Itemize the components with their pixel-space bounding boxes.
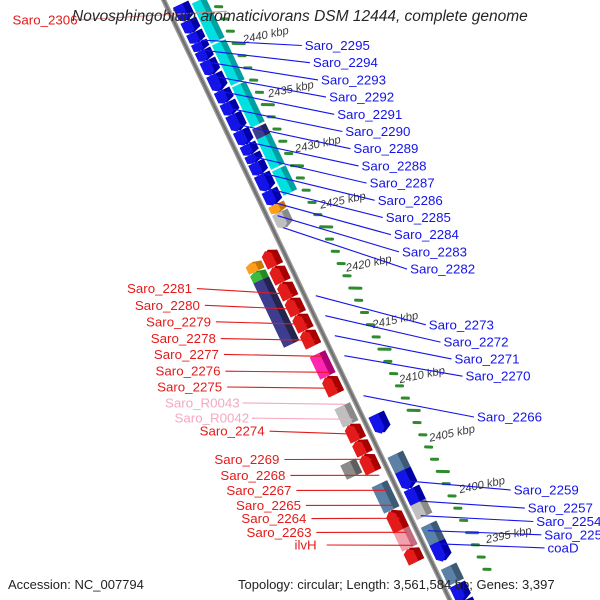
svg-text:2425 kbp: 2425 kbp: [318, 190, 367, 212]
svg-text:2405 kbp: 2405 kbp: [427, 423, 476, 445]
svg-text:Saro_2292: Saro_2292: [329, 90, 394, 105]
svg-text:Saro_2281: Saro_2281: [127, 281, 192, 296]
svg-text:Saro_2284: Saro_2284: [394, 227, 459, 242]
svg-text:2435 kbp: 2435 kbp: [266, 79, 315, 101]
svg-text:Saro_2277: Saro_2277: [154, 347, 219, 362]
svg-text:Saro_2282: Saro_2282: [410, 262, 475, 277]
svg-text:Saro_2270: Saro_2270: [466, 369, 531, 384]
svg-text:Saro_2268: Saro_2268: [220, 468, 285, 483]
svg-text:Saro_2266: Saro_2266: [477, 410, 542, 425]
svg-text:Saro_R0043: Saro_R0043: [165, 395, 240, 410]
svg-text:Saro_2278: Saro_2278: [151, 331, 216, 346]
svg-text:2395 kbp: 2395 kbp: [484, 525, 533, 547]
svg-text:Saro_2288: Saro_2288: [362, 158, 427, 173]
svg-text:Saro_2291: Saro_2291: [337, 107, 402, 122]
svg-text:Saro_2287: Saro_2287: [370, 176, 435, 191]
svg-text:2410 kbp: 2410 kbp: [397, 365, 446, 387]
svg-text:Saro_2286: Saro_2286: [378, 193, 443, 208]
svg-text:Saro_2295: Saro_2295: [305, 38, 370, 53]
svg-text:Saro_2294: Saro_2294: [313, 55, 378, 70]
svg-text:Saro_2279: Saro_2279: [146, 314, 211, 329]
svg-text:ilvH: ilvH: [295, 538, 317, 553]
svg-text:Saro_2283: Saro_2283: [402, 244, 467, 259]
svg-text:Saro_2290: Saro_2290: [345, 124, 410, 139]
svg-text:Saro_2269: Saro_2269: [214, 452, 279, 467]
svg-text:Saro_2285: Saro_2285: [386, 210, 451, 225]
svg-text:Saro_2280: Saro_2280: [135, 298, 200, 313]
svg-text:Saro_2267: Saro_2267: [226, 483, 291, 498]
svg-text:Saro_2274: Saro_2274: [200, 424, 265, 439]
svg-text:Saro_2293: Saro_2293: [321, 72, 386, 87]
svg-text:Saro_2259: Saro_2259: [514, 483, 579, 498]
svg-text:Saro_2272: Saro_2272: [444, 335, 509, 350]
svg-text:Saro_2306: Saro_2306: [13, 13, 78, 28]
svg-text:Saro_2275: Saro_2275: [157, 380, 222, 395]
svg-text:Saro_2264: Saro_2264: [241, 511, 306, 526]
svg-text:Saro_2276: Saro_2276: [156, 364, 221, 379]
svg-text:Saro_2273: Saro_2273: [429, 317, 494, 332]
svg-text:Saro_2271: Saro_2271: [455, 351, 520, 366]
svg-text:Saro_2289: Saro_2289: [353, 141, 418, 156]
svg-text:coaD: coaD: [548, 540, 579, 555]
